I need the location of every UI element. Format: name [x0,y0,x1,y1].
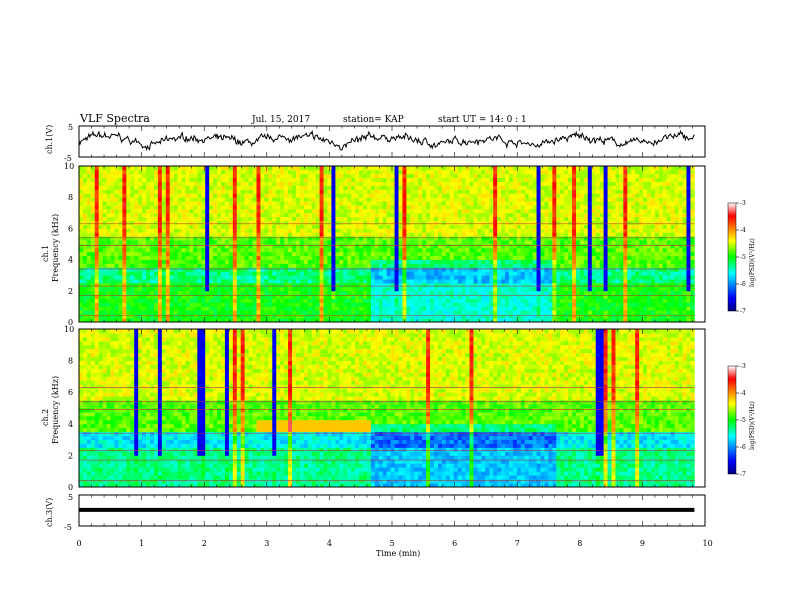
colorbar-tick-label: -3 [740,200,746,207]
colorbar-tick-label: -4 [740,227,746,234]
colorbar-tick-label: -6 [740,281,746,288]
ytick-label: 6 [68,388,73,397]
colorbar-tick-label: -7 [740,308,746,315]
ytick-label: 4 [68,256,73,265]
colorbar-tick-label: -3 [740,363,746,370]
ch1-waveform-panel: 5 -5 ch.1(V) [45,123,706,163]
xtick-label: 5 [390,539,395,548]
colorbar-tick-label: -6 [740,444,746,451]
header-start-time: start UT = 14: 0 : 1 [438,115,527,125]
ytick-label: 4 [68,420,73,429]
xtick-label: 4 [327,539,332,548]
colorbar-tick-label: -7 [740,471,746,478]
ch1-colorbar-label: log(PSD)(V²/Hz) [749,238,756,287]
header-station: station= KAP [343,115,404,125]
ch3-waveform-panel: 5 -5 ch.3(V) 0 1 2 3 4 5 6 7 8 9 10 Time (min) [45,493,713,558]
ytick-label: 10 [64,325,74,334]
colorbar-tick-label: -4 [740,390,746,397]
xtick-label: 10 [703,539,713,548]
ch1-ylabel: ch.1(V) [45,125,54,154]
ytick-label: 10 [64,162,74,171]
x-axis-label: Time (min) [376,549,420,558]
ch3-ytick-bottom: -5 [64,523,72,532]
xtick-label: 9 [640,539,645,548]
ytick-label: 2 [68,451,73,460]
ch2-channel-label: ch.2 [41,409,50,426]
ch1-spectrogram-heatmap [79,166,695,323]
ch1-colorbar [727,202,737,312]
ytick-label: 0 [68,483,73,492]
ytick-label: 8 [68,193,73,202]
xtick-label: 0 [77,539,82,548]
colorbar-tick-label: -5 [740,254,746,261]
ytick-label: 8 [68,357,73,366]
ch1-channel-label: ch.1 [41,245,50,262]
ch2-spectrogram-heatmap [79,329,695,488]
xtick-label: 2 [202,539,207,548]
header-date: Jul. 15, 2017 [251,115,310,125]
ch3-ytick-top: 5 [68,493,73,502]
ytick-label: 6 [68,224,73,233]
xtick-label: 3 [264,539,269,548]
ytick-label: 0 [68,318,73,327]
ch2-colorbar-label: log(PSD)(V²/Hz) [749,401,756,450]
xtick-label: 8 [577,539,582,548]
ch3-ylabel: ch.3(V) [45,498,54,527]
ch1-waveform-trace [78,129,695,152]
ch2-colorbar [727,365,737,475]
ch2-frequency-label: Frequency (kHz) [51,376,60,444]
ch1-ytick-top: 5 [68,123,73,132]
ytick-label: 2 [68,287,73,296]
xtick-label: 7 [515,539,520,548]
colorbar-tick-label: -5 [740,417,746,424]
ch1-frequency-label: Frequency (kHz) [51,214,60,282]
xtick-label: 1 [139,539,144,548]
ch1-ytick-bottom: -5 [64,154,72,163]
figure-title: VLF Spectra [79,112,150,125]
xtick-label: 6 [452,539,457,548]
